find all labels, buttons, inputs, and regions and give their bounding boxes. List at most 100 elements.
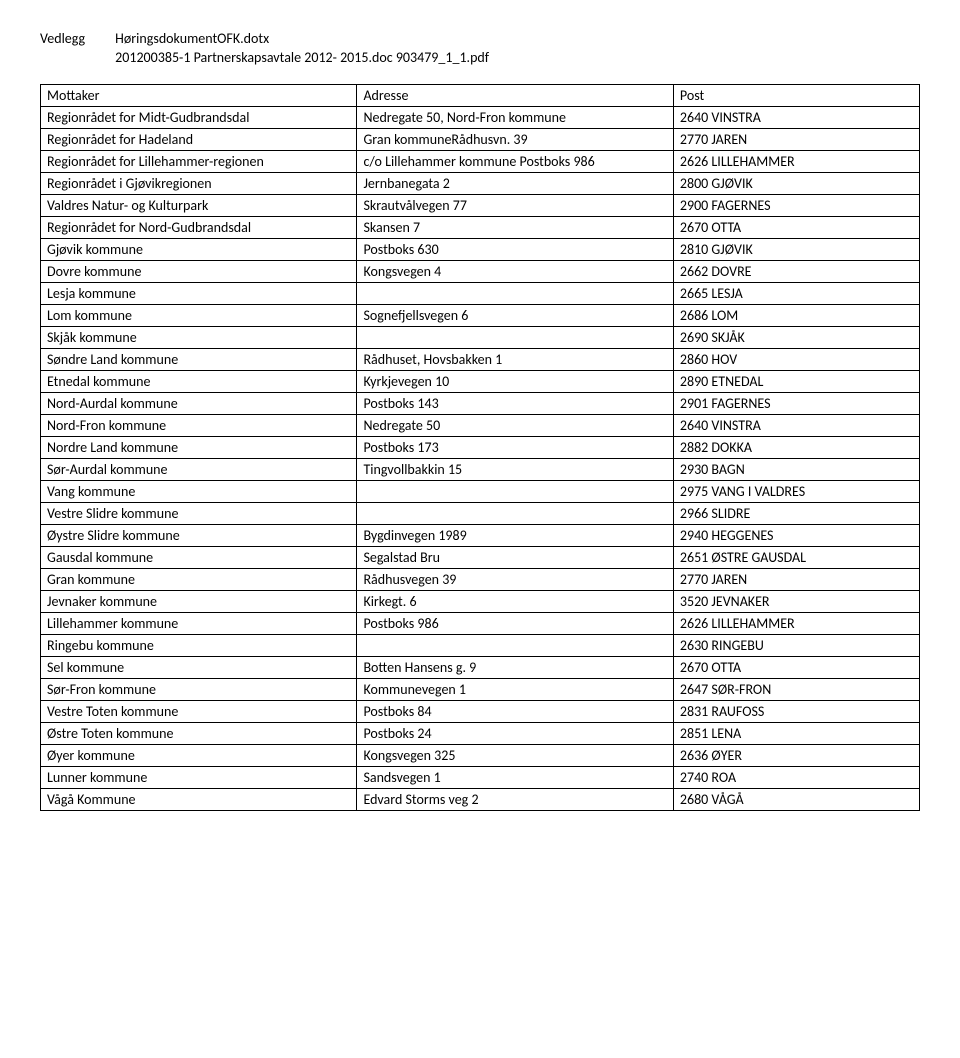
- table-row: Vestre Toten kommunePostboks 842831 RAUF…: [41, 701, 920, 723]
- table-cell: 2626 LILLEHAMMER: [673, 151, 919, 173]
- table-cell: Botten Hansens g. 9: [357, 657, 673, 679]
- table-cell: Nedregate 50: [357, 415, 673, 437]
- table-cell: 2810 GJØVIK: [673, 239, 919, 261]
- table-cell: Postboks 173: [357, 437, 673, 459]
- table-cell: 2636 ØYER: [673, 745, 919, 767]
- recipients-table: MottakerAdressePostRegionrådet for Midt-…: [40, 84, 920, 811]
- table-cell: Øyer kommune: [41, 745, 357, 767]
- table-cell: Gjøvik kommune: [41, 239, 357, 261]
- vedlegg-file: HøringsdokumentOFK.dotx: [115, 30, 269, 47]
- table-row: Nord-Aurdal kommunePostboks 1432901 FAGE…: [41, 393, 920, 415]
- table-cell: 2900 FAGERNES: [673, 195, 919, 217]
- table-cell: 2770 JAREN: [673, 129, 919, 151]
- table-cell: Sandsvegen 1: [357, 767, 673, 789]
- table-cell: Skrautvålvegen 77: [357, 195, 673, 217]
- table-cell: Regionrådet for Lillehammer-regionen: [41, 151, 357, 173]
- table-row: Gran kommuneRådhusvegen 392770 JAREN: [41, 569, 920, 591]
- vedlegg-label: Vedlegg: [40, 30, 112, 47]
- table-cell: Nord-Fron kommune: [41, 415, 357, 437]
- table-cell: Gran kommuneRådhusvn. 39: [357, 129, 673, 151]
- table-cell: [357, 327, 673, 349]
- table-cell: 2651 ØSTRE GAUSDAL: [673, 547, 919, 569]
- table-cell: Dovre kommune: [41, 261, 357, 283]
- table-cell: Postboks 84: [357, 701, 673, 723]
- table-cell: 2630 RINGEBU: [673, 635, 919, 657]
- table-cell: Skjåk kommune: [41, 327, 357, 349]
- table-cell: 2770 JAREN: [673, 569, 919, 591]
- table-cell: Edvard Storms veg 2: [357, 789, 673, 811]
- table-cell: Kirkegt. 6: [357, 591, 673, 613]
- table-cell: Tingvollbakkin 15: [357, 459, 673, 481]
- table-cell: Jevnaker kommune: [41, 591, 357, 613]
- table-cell: 2670 OTTA: [673, 217, 919, 239]
- table-cell: 2740 ROA: [673, 767, 919, 789]
- column-header: Mottaker: [41, 85, 357, 107]
- table-cell: Segalstad Bru: [357, 547, 673, 569]
- table-row: Lom kommuneSognefjellsvegen 62686 LOM: [41, 305, 920, 327]
- table-row: Østre Toten kommunePostboks 242851 LENA: [41, 723, 920, 745]
- table-row: Ringebu kommune 2630 RINGEBU: [41, 635, 920, 657]
- table-cell: 2647 SØR-FRON: [673, 679, 919, 701]
- table-cell: Lom kommune: [41, 305, 357, 327]
- table-cell: 3520 JEVNAKER: [673, 591, 919, 613]
- table-cell: Sør-Fron kommune: [41, 679, 357, 701]
- table-cell: Lesja kommune: [41, 283, 357, 305]
- table-cell: Sør-Aurdal kommune: [41, 459, 357, 481]
- table-cell: Lillehammer kommune: [41, 613, 357, 635]
- table-row: Lillehammer kommunePostboks 9862626 LILL…: [41, 613, 920, 635]
- table-cell: 2670 OTTA: [673, 657, 919, 679]
- table-cell: 2851 LENA: [673, 723, 919, 745]
- table-row: Sel kommuneBotten Hansens g. 92670 OTTA: [41, 657, 920, 679]
- table-row: Vågå KommuneEdvard Storms veg 22680 VÅGÅ: [41, 789, 920, 811]
- table-cell: Regionrådet i Gjøvikregionen: [41, 173, 357, 195]
- table-cell: Ringebu kommune: [41, 635, 357, 657]
- table-row: Sør-Fron kommuneKommunevegen 12647 SØR-F…: [41, 679, 920, 701]
- table-row: Øystre Slidre kommuneBygdinvegen 1989294…: [41, 525, 920, 547]
- table-row: Gjøvik kommunePostboks 6302810 GJØVIK: [41, 239, 920, 261]
- table-cell: Sognefjellsvegen 6: [357, 305, 673, 327]
- table-cell: 2800 GJØVIK: [673, 173, 919, 195]
- table-header-row: MottakerAdressePost: [41, 85, 920, 107]
- table-cell: Lunner kommune: [41, 767, 357, 789]
- table-row: Lunner kommuneSandsvegen 12740 ROA: [41, 767, 920, 789]
- table-cell: 2831 RAUFOSS: [673, 701, 919, 723]
- table-row: Regionrådet i GjøvikregionenJernbanegata…: [41, 173, 920, 195]
- table-cell: Rådhuset, Hovsbakken 1: [357, 349, 673, 371]
- table-cell: 2626 LILLEHAMMER: [673, 613, 919, 635]
- table-cell: Valdres Natur- og Kulturpark: [41, 195, 357, 217]
- table-cell: Nord-Aurdal kommune: [41, 393, 357, 415]
- table-cell: Postboks 143: [357, 393, 673, 415]
- table-cell: Skansen 7: [357, 217, 673, 239]
- table-cell: 2882 DOKKA: [673, 437, 919, 459]
- table-cell: Rådhusvegen 39: [357, 569, 673, 591]
- table-cell: Sel kommune: [41, 657, 357, 679]
- vedlegg-line: Vedlegg HøringsdokumentOFK.dotx: [40, 30, 920, 47]
- table-cell: 2690 SKJÅK: [673, 327, 919, 349]
- table-row: Jevnaker kommuneKirkegt. 63520 JEVNAKER: [41, 591, 920, 613]
- table-row: Sør-Aurdal kommuneTingvollbakkin 152930 …: [41, 459, 920, 481]
- table-cell: Gran kommune: [41, 569, 357, 591]
- table-cell: 2930 BAGN: [673, 459, 919, 481]
- table-cell: 2940 HEGGENES: [673, 525, 919, 547]
- table-row: Regionrådet for Midt-GudbrandsdalNedrega…: [41, 107, 920, 129]
- table-cell: 2975 VANG I VALDRES: [673, 481, 919, 503]
- table-row: Dovre kommuneKongsvegen 42662 DOVRE: [41, 261, 920, 283]
- table-cell: Gausdal kommune: [41, 547, 357, 569]
- table-cell: Regionrådet for Hadeland: [41, 129, 357, 151]
- table-cell: 2665 LESJA: [673, 283, 919, 305]
- table-cell: [357, 283, 673, 305]
- column-header: Post: [673, 85, 919, 107]
- table-cell: Nordre Land kommune: [41, 437, 357, 459]
- table-cell: [357, 503, 673, 525]
- table-cell: 2640 VINSTRA: [673, 415, 919, 437]
- second-line-text: 201200385-1 Partnerskapsavtale 2012- 201…: [115, 49, 489, 66]
- table-row: Vang kommune2975 VANG I VALDRES: [41, 481, 920, 503]
- table-row: Gausdal kommuneSegalstad Bru2651 ØSTRE G…: [41, 547, 920, 569]
- table-cell: Øystre Slidre kommune: [41, 525, 357, 547]
- table-cell: 2640 VINSTRA: [673, 107, 919, 129]
- table-cell: 2860 HOV: [673, 349, 919, 371]
- table-cell: Kyrkjevegen 10: [357, 371, 673, 393]
- table-cell: 2680 VÅGÅ: [673, 789, 919, 811]
- table-cell: Østre Toten kommune: [41, 723, 357, 745]
- table-cell: Etnedal kommune: [41, 371, 357, 393]
